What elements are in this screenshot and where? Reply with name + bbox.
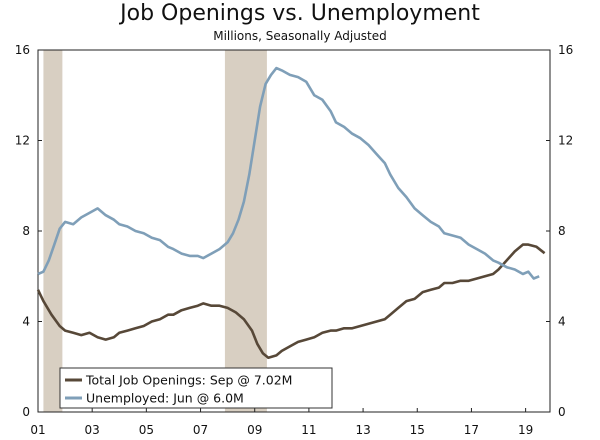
x-tick-label: 03 (85, 423, 100, 437)
chart-title: Job Openings vs. Unemployment (120, 1, 480, 26)
x-tick-label: 01 (30, 423, 45, 437)
y-tick-label-left: 16 (15, 43, 30, 57)
series-line (36, 243, 546, 360)
x-tick-label: 17 (464, 423, 479, 437)
y-tick-label-right: 16 (558, 43, 573, 57)
x-tick-label: 19 (518, 423, 533, 437)
legend-label: Unemployed: Jun @ 6.0M (86, 391, 244, 406)
y-tick-label-left: 12 (15, 134, 30, 148)
series-line (37, 66, 540, 280)
y-tick-label-left: 8 (22, 224, 30, 238)
y-tick-label-right: 4 (558, 315, 566, 329)
legend-box (59, 367, 333, 409)
plot-frame (37, 49, 551, 413)
x-tick-label: 11 (301, 423, 316, 437)
x-tick-label: 05 (139, 423, 154, 437)
chart-subtitle: Millions, Seasonally Adjusted (213, 29, 387, 43)
y-tick-label-right: 12 (558, 134, 573, 148)
x-tick-label: 13 (355, 423, 370, 437)
legend-label: Total Job Openings: Sep @ 7.02M (85, 373, 292, 388)
x-tick-label: 15 (410, 423, 425, 437)
y-tick-label-left: 0 (22, 405, 30, 419)
x-tick-label: 09 (247, 423, 262, 437)
y-tick-label-right: 8 (558, 224, 566, 238)
y-tick-label-right: 0 (558, 405, 566, 419)
y-tick-label-left: 4 (22, 315, 30, 329)
x-tick-label: 07 (193, 423, 208, 437)
